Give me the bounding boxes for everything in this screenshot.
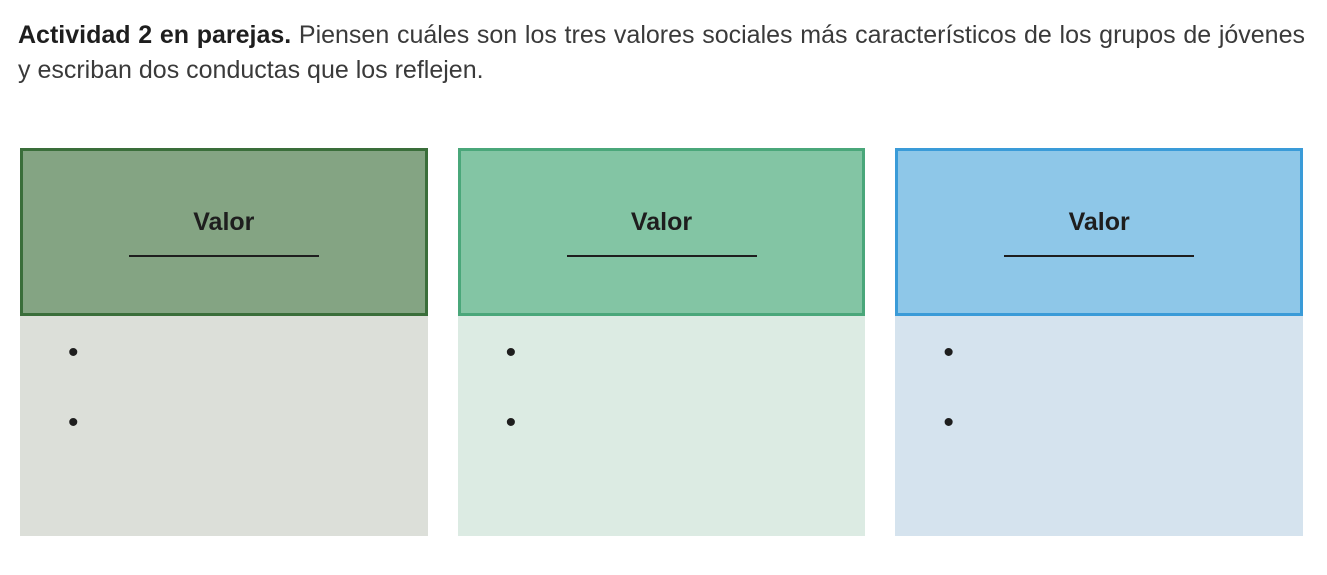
bullet-icon: • <box>68 408 79 438</box>
cards-row: Valor • • Valor • • <box>18 148 1305 536</box>
bullet-icon: • <box>943 408 954 438</box>
bullet-item[interactable]: • <box>506 408 848 478</box>
bullet-icon: • <box>506 338 517 368</box>
bullet-icon: • <box>68 338 79 368</box>
instruction-bold: Actividad 2 en parejas. <box>18 21 291 49</box>
value-card-3: Valor • • <box>895 148 1303 536</box>
card-title: Valor <box>631 208 692 237</box>
activity-instruction: Actividad 2 en parejas. Piensen cuáles s… <box>18 18 1305 88</box>
value-card-2: Valor • • <box>458 148 866 536</box>
bullet-icon: • <box>506 408 517 438</box>
value-card-1: Valor • • <box>20 148 428 536</box>
card-title: Valor <box>193 208 254 237</box>
bullet-item[interactable]: • <box>943 338 1285 408</box>
card-body: • • <box>20 316 428 536</box>
bullet-item[interactable]: • <box>68 408 410 478</box>
card-header: Valor <box>458 148 866 316</box>
card-body: • • <box>895 316 1303 536</box>
card-body: • • <box>458 316 866 536</box>
card-title: Valor <box>1069 208 1130 237</box>
bullet-item[interactable]: • <box>68 338 410 408</box>
fill-in-line[interactable] <box>129 255 319 257</box>
fill-in-line[interactable] <box>1004 255 1194 257</box>
bullet-icon: • <box>943 338 954 368</box>
bullet-item[interactable]: • <box>943 408 1285 478</box>
fill-in-line[interactable] <box>567 255 757 257</box>
card-header: Valor <box>895 148 1303 316</box>
bullet-item[interactable]: • <box>506 338 848 408</box>
card-header: Valor <box>20 148 428 316</box>
